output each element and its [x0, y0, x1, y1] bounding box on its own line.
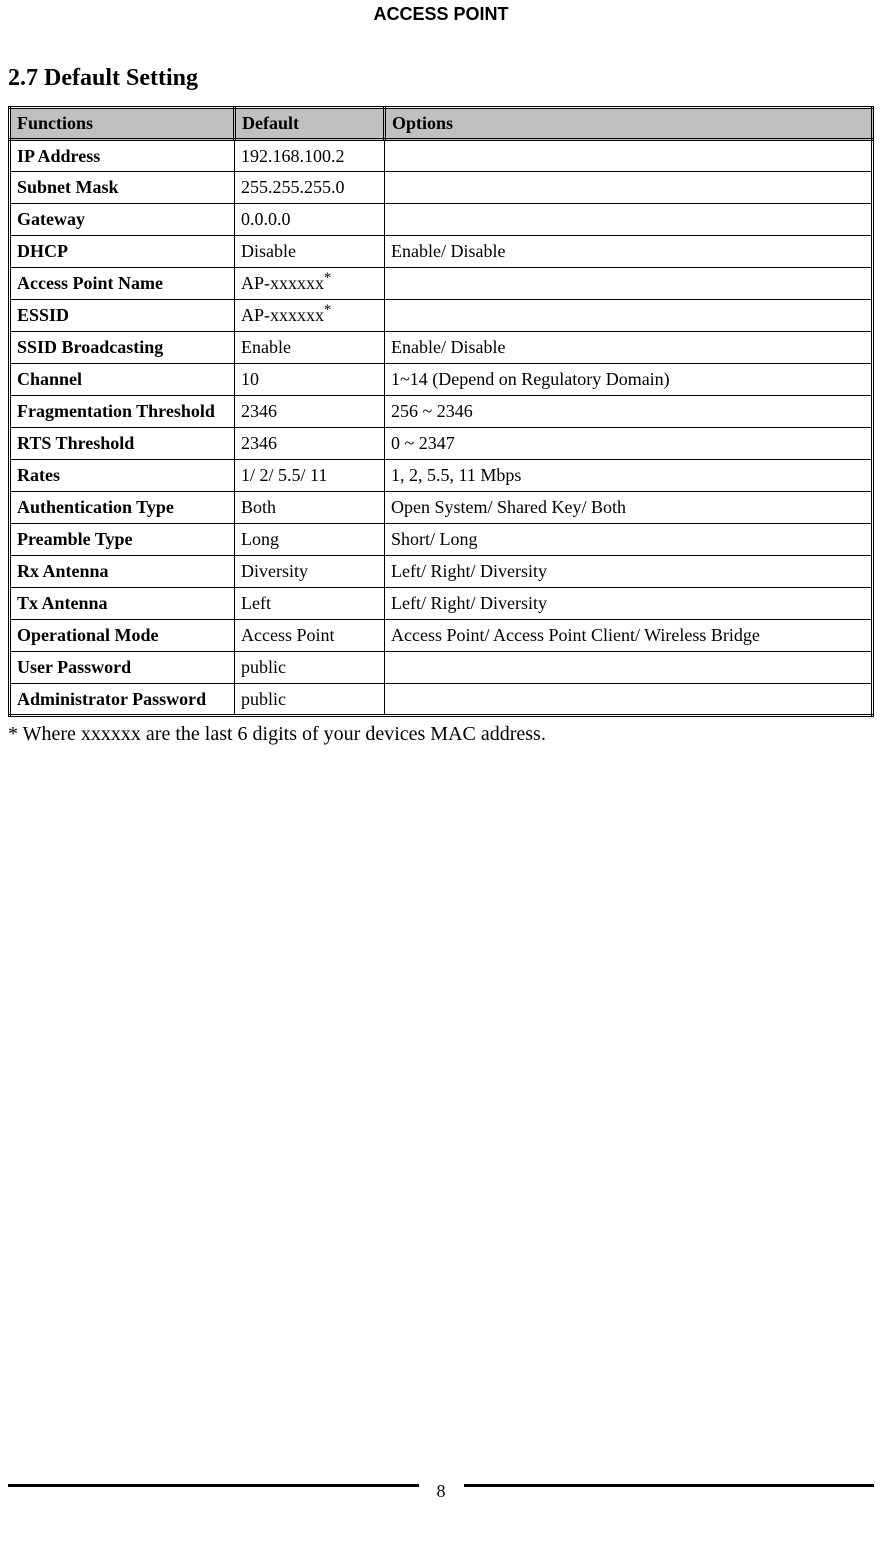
cell-function: Fragmentation Threshold	[10, 396, 235, 428]
table-row: SSID BroadcastingEnableEnable/ Disable	[10, 332, 873, 364]
cell-options: Enable/ Disable	[385, 236, 873, 268]
cell-default: 2346	[235, 428, 385, 460]
cell-default: public	[235, 652, 385, 684]
cell-options: 1, 2, 5.5, 11 Mbps	[385, 460, 873, 492]
cell-function: RTS Threshold	[10, 428, 235, 460]
table-row: Rates1/ 2/ 5.5/ 111, 2, 5.5, 11 Mbps	[10, 460, 873, 492]
cell-options	[385, 172, 873, 204]
table-row: User Passwordpublic	[10, 652, 873, 684]
col-header-default: Default	[235, 108, 385, 140]
table-row: Fragmentation Threshold2346256 ~ 2346	[10, 396, 873, 428]
cell-default: Both	[235, 492, 385, 524]
cell-default: 2346	[235, 396, 385, 428]
superscript-asterisk: *	[324, 302, 331, 318]
cell-default: 192.168.100.2	[235, 140, 385, 172]
table-row: RTS Threshold23460 ~ 2347	[10, 428, 873, 460]
cell-default: Left	[235, 588, 385, 620]
cell-options: Enable/ Disable	[385, 332, 873, 364]
cell-function: Tx Antenna	[10, 588, 235, 620]
page-header-title: ACCESS POINT	[8, 0, 874, 25]
cell-default: AP-xxxxxx*	[235, 268, 385, 300]
col-header-options: Options	[385, 108, 873, 140]
cell-default: 10	[235, 364, 385, 396]
cell-function: Channel	[10, 364, 235, 396]
cell-default: 255.255.255.0	[235, 172, 385, 204]
col-header-functions: Functions	[10, 108, 235, 140]
cell-options: Left/ Right/ Diversity	[385, 556, 873, 588]
footer-rule-left	[8, 1484, 419, 1487]
table-row: ESSIDAP-xxxxxx*	[10, 300, 873, 332]
footer-rule-right	[464, 1484, 875, 1487]
cell-options	[385, 204, 873, 236]
cell-options	[385, 300, 873, 332]
table-row: Tx AntennaLeftLeft/ Right/ Diversity	[10, 588, 873, 620]
cell-default: Diversity	[235, 556, 385, 588]
cell-default: Access Point	[235, 620, 385, 652]
cell-function: Administrator Password	[10, 684, 235, 716]
table-header-row: Functions Default Options	[10, 108, 873, 140]
table-row: Channel101~14 (Depend on Regulatory Doma…	[10, 364, 873, 396]
section-heading: 2.7 Default Setting	[8, 65, 874, 92]
table-row: Authentication TypeBothOpen System/ Shar…	[10, 492, 873, 524]
cell-function: Rx Antenna	[10, 556, 235, 588]
table-row: DHCPDisableEnable/ Disable	[10, 236, 873, 268]
cell-function: Access Point Name	[10, 268, 235, 300]
table-row: Operational ModeAccess PointAccess Point…	[10, 620, 873, 652]
cell-function: IP Address	[10, 140, 235, 172]
table-row: Preamble TypeLongShort/ Long	[10, 524, 873, 556]
superscript-asterisk: *	[324, 270, 331, 286]
cell-function: DHCP	[10, 236, 235, 268]
cell-default: Enable	[235, 332, 385, 364]
cell-function: Authentication Type	[10, 492, 235, 524]
cell-function: Operational Mode	[10, 620, 235, 652]
default-settings-table: Functions Default Options IP Address192.…	[8, 106, 874, 717]
cell-options: 0 ~ 2347	[385, 428, 873, 460]
table-row: Gateway0.0.0.0	[10, 204, 873, 236]
cell-default: Disable	[235, 236, 385, 268]
cell-options: Left/ Right/ Diversity	[385, 588, 873, 620]
cell-options: 256 ~ 2346	[385, 396, 873, 428]
page-footer: 8	[8, 1475, 874, 1496]
cell-default: public	[235, 684, 385, 716]
cell-default: 0.0.0.0	[235, 204, 385, 236]
cell-function: SSID Broadcasting	[10, 332, 235, 364]
page-number: 8	[433, 1481, 450, 1502]
cell-options	[385, 652, 873, 684]
cell-options	[385, 268, 873, 300]
cell-function: Gateway	[10, 204, 235, 236]
cell-options	[385, 684, 873, 716]
cell-options: Access Point/ Access Point Client/ Wirel…	[385, 620, 873, 652]
cell-options: Short/ Long	[385, 524, 873, 556]
table-row: Rx AntennaDiversityLeft/ Right/ Diversit…	[10, 556, 873, 588]
cell-function: Rates	[10, 460, 235, 492]
cell-function: ESSID	[10, 300, 235, 332]
cell-function: Preamble Type	[10, 524, 235, 556]
cell-default: AP-xxxxxx*	[235, 300, 385, 332]
table-row: IP Address192.168.100.2	[10, 140, 873, 172]
cell-default: 1/ 2/ 5.5/ 11	[235, 460, 385, 492]
cell-function: User Password	[10, 652, 235, 684]
cell-function: Subnet Mask	[10, 172, 235, 204]
cell-options: Open System/ Shared Key/ Both	[385, 492, 873, 524]
cell-options: 1~14 (Depend on Regulatory Domain)	[385, 364, 873, 396]
footnote: * Where xxxxxx are the last 6 digits of …	[8, 723, 874, 746]
table-row: Access Point NameAP-xxxxxx*	[10, 268, 873, 300]
cell-options	[385, 140, 873, 172]
table-row: Subnet Mask255.255.255.0	[10, 172, 873, 204]
table-row: Administrator Passwordpublic	[10, 684, 873, 716]
cell-default: Long	[235, 524, 385, 556]
